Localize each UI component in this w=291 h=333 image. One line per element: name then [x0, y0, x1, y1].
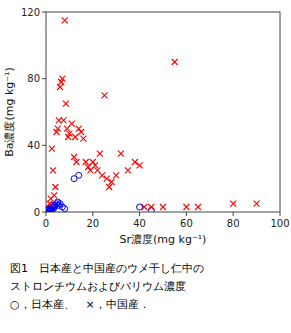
- tick-mark: [42, 145, 46, 146]
- point: [55, 126, 61, 132]
- tick-mark: [139, 212, 140, 216]
- point: [80, 136, 86, 142]
- point: [57, 84, 63, 90]
- point: [47, 201, 53, 207]
- point: [254, 201, 260, 207]
- point: [66, 131, 72, 137]
- tick-label: 20: [86, 218, 99, 229]
- point: [69, 121, 75, 127]
- point: [113, 172, 119, 178]
- point: [78, 129, 84, 135]
- tick-label: 40: [27, 140, 40, 151]
- point: [97, 151, 103, 157]
- point: [73, 159, 79, 165]
- point: [76, 126, 82, 132]
- tick-label: 100: [270, 218, 289, 229]
- point: [137, 162, 143, 168]
- x-axis: 0 20 40 60 80 100: [43, 212, 290, 229]
- tick-label: 80: [27, 73, 40, 84]
- annotation: 図1 日本産と中国産のウメ干し仁中の: [10, 262, 204, 275]
- point: [63, 101, 69, 107]
- tick-mark: [46, 212, 47, 216]
- tick-mark: [42, 78, 46, 79]
- point: [50, 167, 56, 173]
- point: [62, 17, 68, 23]
- series: [46, 172, 154, 212]
- y-axis-label: Ba濃度(mg kg⁻¹): [3, 67, 16, 157]
- point: [160, 204, 166, 210]
- plot-frame: [46, 12, 280, 212]
- point: [109, 179, 115, 185]
- point: [59, 76, 65, 82]
- tick-label: 0: [34, 207, 40, 218]
- point: [195, 204, 201, 210]
- point: [148, 204, 154, 210]
- series: [47, 17, 260, 210]
- point: [49, 146, 55, 152]
- caption: 図1 日本産と中国産のウメ干し仁中のストロンチウムおよびバリウム濃度 ○，日本産、…: [10, 262, 204, 311]
- tick-label: 80: [227, 218, 240, 229]
- plot-area: [46, 17, 260, 212]
- point: [90, 159, 96, 165]
- tick-mark: [42, 12, 46, 13]
- point: [125, 167, 131, 173]
- point: [141, 204, 147, 210]
- point: [51, 192, 57, 198]
- tick-mark: [186, 212, 187, 216]
- point: [172, 59, 178, 65]
- y-axis: 0 40 80 120: [21, 7, 46, 218]
- point: [76, 172, 82, 178]
- tick-mark: [42, 212, 46, 213]
- annotation: ○，日本産、 ×，中国産．: [10, 298, 150, 311]
- x-axis-label: Sr濃度(mg kg⁻¹): [120, 233, 207, 246]
- tick-label: 0: [43, 218, 49, 229]
- point: [62, 206, 68, 212]
- point: [183, 204, 189, 210]
- tick-label: 60: [180, 218, 193, 229]
- point: [230, 201, 236, 207]
- tick-mark: [92, 212, 93, 216]
- tick-label: 120: [21, 7, 40, 18]
- point: [102, 92, 108, 98]
- chart: 0 20 40 60 80 100 0 40 80 120 Sr濃度(mg kg⁻¹) Ba濃度(mg…: [0, 0, 291, 333]
- point: [72, 134, 78, 140]
- point: [61, 117, 67, 123]
- tick-label: 40: [133, 218, 146, 229]
- annotation: ストロンチウムおよびバリウム濃度: [10, 280, 186, 293]
- tick-mark: [233, 212, 234, 216]
- point: [52, 184, 58, 190]
- tick-mark: [280, 212, 281, 216]
- point: [118, 151, 124, 157]
